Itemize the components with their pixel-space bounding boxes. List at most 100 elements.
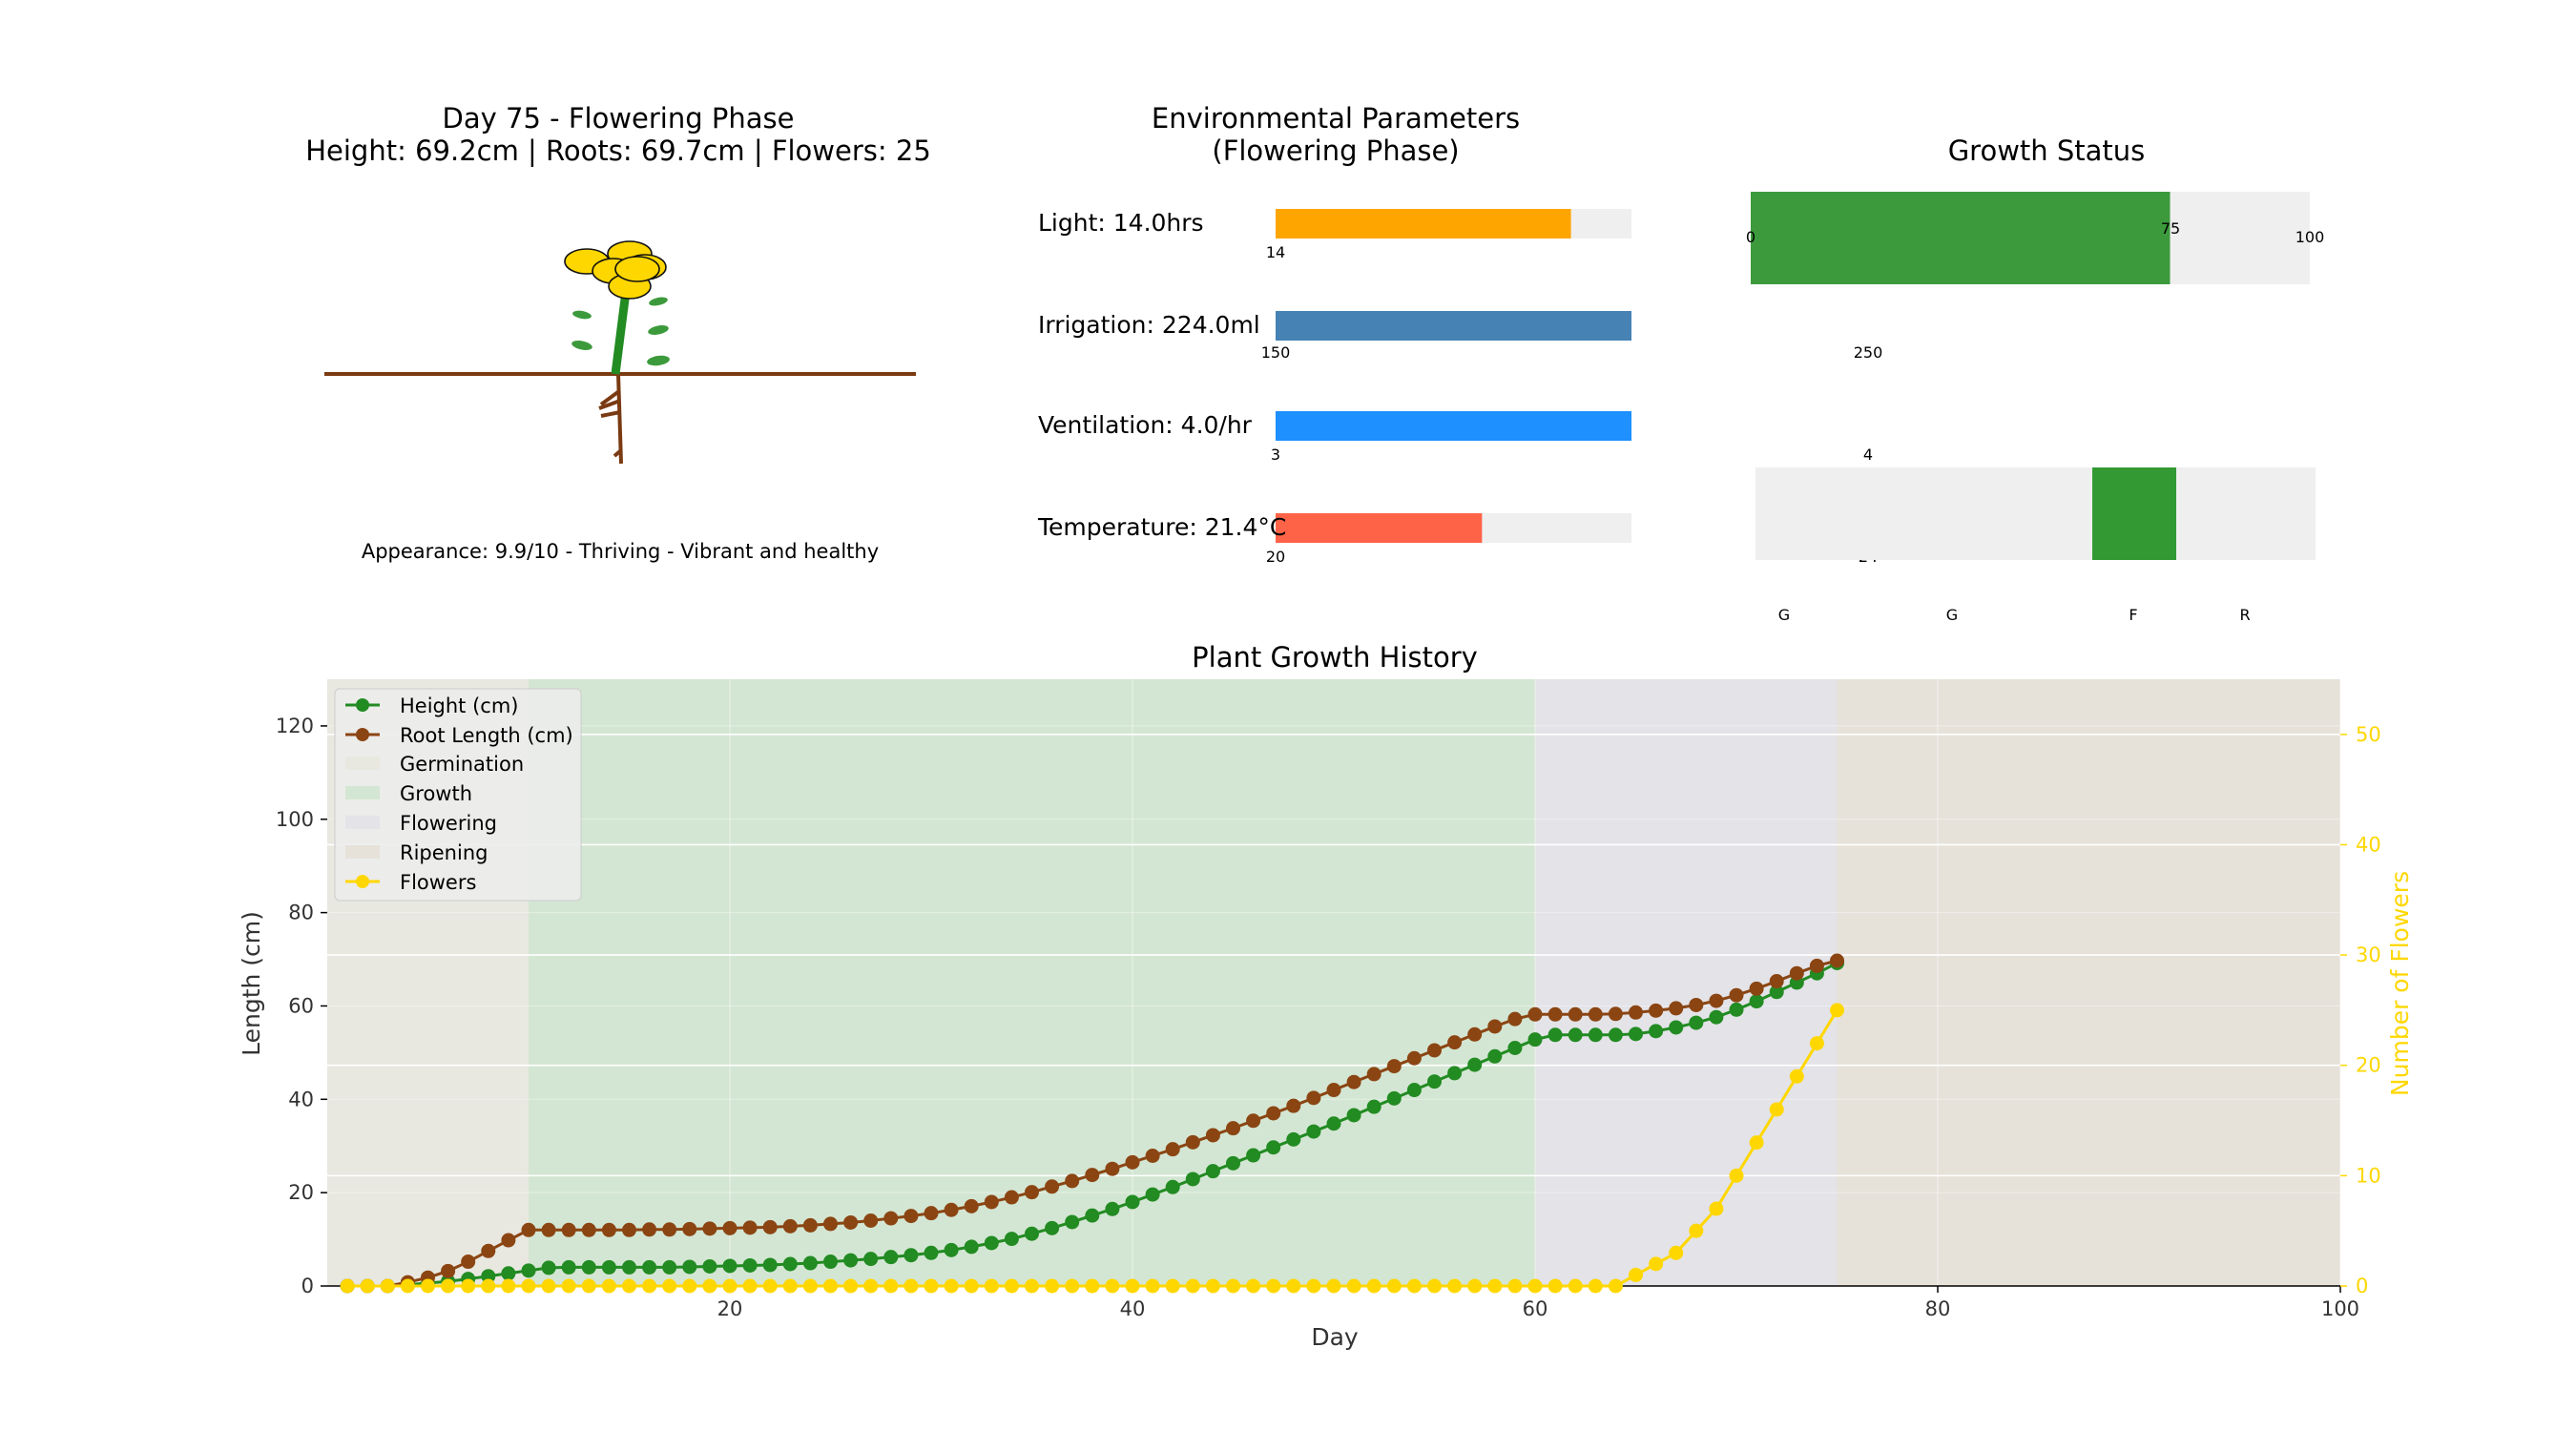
data-point-height-cm bbox=[561, 1259, 576, 1275]
data-point-height-cm bbox=[501, 1266, 516, 1281]
data-point-height-cm bbox=[1025, 1226, 1039, 1241]
data-point-flowers bbox=[340, 1278, 355, 1294]
data-point-flowers bbox=[1025, 1278, 1039, 1294]
irrigation-fill bbox=[1276, 311, 1631, 341]
data-point-height-cm bbox=[984, 1235, 999, 1251]
data-point-flowers bbox=[1789, 1068, 1804, 1084]
plant-illustration bbox=[324, 240, 916, 465]
legend-label-height: Height (cm) bbox=[400, 695, 518, 717]
data-point-root-length-cm bbox=[1125, 1154, 1140, 1170]
legend-label-flowers: Flowers bbox=[400, 871, 476, 894]
data-point-height-cm bbox=[782, 1256, 798, 1272]
data-point-height-cm bbox=[1729, 1002, 1744, 1017]
data-point-flowers bbox=[1588, 1278, 1603, 1294]
data-point-root-length-cm bbox=[742, 1220, 758, 1235]
data-point-flowers bbox=[441, 1278, 456, 1294]
data-point-root-length-cm bbox=[1527, 1006, 1543, 1022]
ventilation-gauge: Ventilation: 4.0/hr 3 4 bbox=[1038, 411, 1873, 464]
data-point-root-length-cm bbox=[1568, 1006, 1583, 1022]
data-point-root-length-cm bbox=[1649, 1003, 1664, 1018]
data-point-height-cm bbox=[662, 1259, 677, 1275]
data-point-height-cm bbox=[1568, 1027, 1583, 1043]
data-point-flowers bbox=[541, 1278, 556, 1294]
legend-label-flowering: Flowering bbox=[400, 812, 497, 835]
data-point-root-length-cm bbox=[1447, 1035, 1463, 1050]
data-point-root-length-cm bbox=[481, 1243, 496, 1258]
data-point-flowers bbox=[682, 1278, 697, 1294]
y2-axis-label: Number of Flowers bbox=[2386, 871, 2414, 1096]
data-point-root-length-cm bbox=[1226, 1121, 1240, 1136]
leaves bbox=[571, 297, 670, 366]
legend-item-germination: Germination bbox=[345, 753, 524, 776]
data-point-root-length-cm bbox=[883, 1211, 899, 1226]
series-root-length-cm bbox=[340, 953, 1844, 1294]
data-point-height-cm bbox=[1226, 1155, 1240, 1171]
data-point-root-length-cm bbox=[1669, 1001, 1684, 1016]
phase-band-ripening bbox=[1837, 679, 2340, 1286]
data-point-flowers bbox=[1065, 1278, 1080, 1294]
data-point-height-cm bbox=[1185, 1172, 1200, 1187]
legend: Height (cm) Root Length (cm) Germination… bbox=[334, 688, 582, 902]
data-point-flowers bbox=[642, 1278, 657, 1294]
data-point-flowers bbox=[662, 1278, 677, 1294]
phase-label-germination: G bbox=[1778, 606, 1790, 624]
data-point-root-length-cm bbox=[1406, 1050, 1422, 1066]
y2-tick-label: 50 bbox=[2356, 723, 2381, 746]
y2-tick-label: 0 bbox=[2356, 1275, 2368, 1297]
env-title-line1: Environmental Parameters bbox=[1152, 102, 1520, 135]
data-point-height-cm bbox=[762, 1257, 778, 1273]
data-point-flowers bbox=[1366, 1278, 1381, 1294]
data-point-height-cm bbox=[1588, 1027, 1603, 1043]
data-point-height-cm bbox=[1286, 1131, 1301, 1147]
data-point-flowers bbox=[1045, 1278, 1060, 1294]
data-point-root-length-cm bbox=[1205, 1128, 1220, 1143]
data-point-flowers bbox=[1649, 1256, 1664, 1272]
data-point-height-cm bbox=[1004, 1232, 1019, 1247]
y2-tick-label: 30 bbox=[2356, 944, 2381, 966]
data-point-flowers bbox=[1507, 1278, 1523, 1294]
data-point-flowers bbox=[1306, 1278, 1321, 1294]
data-point-flowers bbox=[1125, 1278, 1140, 1294]
data-point-height-cm bbox=[1386, 1090, 1402, 1106]
data-point-flowers bbox=[1346, 1278, 1361, 1294]
data-point-root-length-cm bbox=[924, 1206, 939, 1221]
light-label: Light: 14.0hrs bbox=[1038, 209, 1204, 237]
y2-tick-label: 40 bbox=[2356, 833, 2381, 856]
ventilation-mid-label: 4 bbox=[1863, 446, 1873, 464]
data-point-flowers bbox=[742, 1278, 758, 1294]
data-point-root-length-cm bbox=[863, 1213, 879, 1229]
data-point-root-length-cm bbox=[1789, 965, 1804, 981]
data-point-root-length-cm bbox=[501, 1233, 516, 1248]
legend-item-root: Root Length (cm) bbox=[345, 724, 573, 747]
data-point-height-cm bbox=[1548, 1027, 1563, 1043]
y-tick-label: 100 bbox=[276, 808, 314, 831]
phase-label-growth: G bbox=[1946, 606, 1958, 624]
data-point-height-cm bbox=[682, 1259, 697, 1275]
data-point-height-cm bbox=[1709, 1009, 1724, 1025]
data-point-root-length-cm bbox=[1045, 1179, 1060, 1194]
data-point-height-cm bbox=[1669, 1020, 1684, 1035]
data-point-root-length-cm bbox=[682, 1221, 697, 1236]
progress-tick-100: 100 bbox=[2296, 228, 2325, 246]
data-point-root-length-cm bbox=[561, 1222, 576, 1237]
data-point-root-length-cm bbox=[1286, 1098, 1301, 1113]
data-point-height-cm bbox=[581, 1259, 596, 1275]
x-tick-label: 40 bbox=[1120, 1297, 1146, 1320]
y-axis-label: Length (cm) bbox=[238, 911, 265, 1056]
data-point-flowers bbox=[904, 1278, 919, 1294]
data-point-height-cm bbox=[1266, 1140, 1281, 1155]
data-point-flowers bbox=[1226, 1278, 1240, 1294]
data-point-root-length-cm bbox=[1629, 1005, 1643, 1020]
data-point-height-cm bbox=[904, 1248, 919, 1263]
data-point-root-length-cm bbox=[1366, 1067, 1381, 1082]
y-axis-ticks: 0 20 40 60 80 100 120 bbox=[276, 715, 327, 1297]
legend-item-flowers: Flowers bbox=[345, 871, 476, 894]
data-point-root-length-cm bbox=[1588, 1006, 1603, 1022]
data-point-flowers bbox=[1729, 1168, 1744, 1183]
phase-label-ripening: R bbox=[2239, 606, 2250, 624]
data-point-flowers bbox=[1105, 1278, 1120, 1294]
legend-item-growth: Growth bbox=[345, 782, 472, 805]
plant-panel: Day 75 - Flowering Phase Height: 69.2cm … bbox=[305, 102, 931, 563]
data-point-root-length-cm bbox=[1185, 1134, 1200, 1150]
progress-tick-0: 0 bbox=[1746, 228, 1755, 246]
